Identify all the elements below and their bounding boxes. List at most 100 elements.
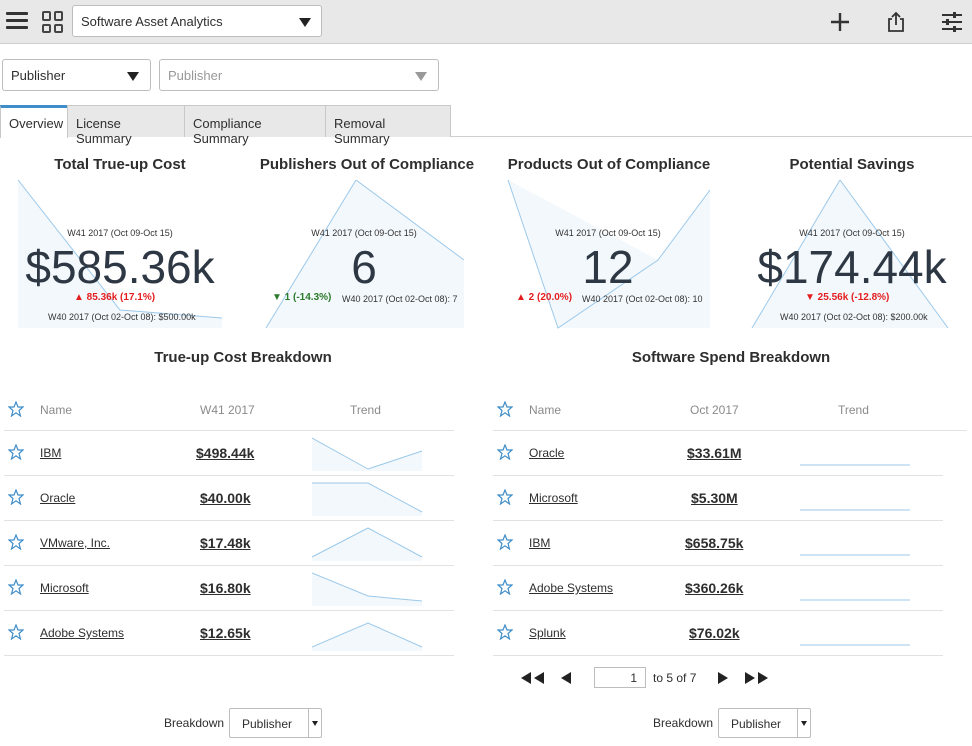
star-icon[interactable] — [497, 444, 513, 460]
breakdown-select[interactable]: Publisher — [229, 708, 322, 738]
table-row[interactable]: Oracle $40.00k — [4, 476, 454, 521]
top-toolbar: Software Asset Analytics — [0, 0, 972, 44]
kpi-previous: W40 2017 (Oct 02-Oct 08): $200.00k — [780, 312, 928, 322]
row-value-link[interactable]: $5.30M — [691, 490, 738, 506]
star-icon[interactable] — [497, 624, 513, 640]
add-icon[interactable] — [828, 10, 852, 34]
star-icon[interactable] — [8, 444, 24, 460]
star-icon[interactable] — [497, 401, 513, 417]
tab-license-summary[interactable]: License Summary — [67, 105, 185, 146]
row-value-link[interactable]: $40.00k — [200, 490, 251, 506]
trend-sparkline — [312, 527, 423, 561]
next-page-icon[interactable] — [716, 671, 730, 685]
table-row[interactable]: Oracle $33.61M — [493, 431, 943, 476]
column-header-value[interactable]: W41 2017 — [200, 403, 255, 417]
table-row[interactable]: Microsoft $16.80k — [4, 566, 454, 611]
kpi-total-trueup-cost[interactable]: Total True-up Cost W41 2017 (Oct 09-Oct … — [10, 148, 230, 330]
kpi-products-out-of-compliance[interactable]: Products Out of Compliance W41 2017 (Oct… — [498, 148, 718, 330]
trend-sparkline — [312, 622, 423, 651]
breakdown-select-value: Publisher — [731, 717, 782, 731]
row-name-link[interactable]: Microsoft — [40, 581, 89, 595]
column-header-name[interactable]: Name — [40, 403, 73, 417]
star-icon[interactable] — [497, 534, 513, 550]
row-value-link[interactable]: $76.02k — [689, 625, 740, 641]
row-value-link[interactable]: $17.48k — [200, 535, 251, 551]
dashboards-icon[interactable] — [42, 11, 64, 33]
table-row[interactable]: IBM $658.75k — [493, 521, 943, 566]
breakdown-select[interactable]: Publisher — [718, 708, 811, 738]
table-row[interactable]: Microsoft $5.30M — [493, 476, 943, 521]
trend-sparkline — [800, 599, 910, 601]
row-value-link[interactable]: $498.44k — [196, 445, 255, 461]
row-name-link[interactable]: IBM — [40, 446, 62, 460]
chevron-down-icon — [127, 72, 139, 81]
row-value-link[interactable]: $658.75k — [685, 535, 744, 551]
kpi-publishers-out-of-compliance[interactable]: Publishers Out of Compliance W41 2017 (O… — [254, 148, 474, 330]
publisher-filter-select[interactable]: Publisher — [2, 59, 151, 91]
table-row[interactable]: Adobe Systems $360.26k — [493, 566, 943, 611]
row-name-link[interactable]: VMware, Inc. — [40, 536, 111, 550]
row-name-link[interactable]: Oracle — [40, 491, 76, 505]
row-name-link[interactable]: Adobe Systems — [529, 581, 614, 595]
star-icon[interactable] — [497, 489, 513, 505]
kpi-change: ▼ 25.56k (-12.8%) — [805, 292, 890, 303]
trueup-breakdown-title: True-up Cost Breakdown — [154, 349, 332, 366]
star-icon[interactable] — [8, 534, 24, 550]
kpi-change: ▲ 85.36k (17.1%) — [74, 292, 156, 303]
table-row[interactable]: IBM $498.44k — [4, 431, 454, 476]
kpi-period: W41 2017 (Oct 09-Oct 15) — [799, 228, 905, 238]
kpi-change: ▲ 2 (20.0%) — [516, 292, 573, 303]
chevron-down-icon — [415, 72, 427, 81]
row-name-link[interactable]: Microsoft — [529, 491, 578, 505]
tab-overview[interactable]: Overview — [0, 105, 68, 138]
menu-icon[interactable] — [6, 12, 28, 30]
chevron-down-icon — [801, 721, 807, 726]
star-icon[interactable] — [8, 579, 24, 595]
table-row[interactable]: VMware, Inc. $17.48k — [4, 521, 454, 566]
kpi-previous: W40 2017 (Oct 02-Oct 08): 10 — [582, 294, 703, 304]
table-header: Name Oct 2017 Trend — [493, 393, 967, 431]
kpi-period: W41 2017 (Oct 09-Oct 15) — [67, 228, 173, 238]
page-range-text: to 5 of 7 — [653, 671, 697, 685]
star-icon[interactable] — [8, 624, 24, 640]
star-icon[interactable] — [497, 579, 513, 595]
kpi-potential-savings[interactable]: Potential Savings W41 2017 (Oct 09-Oct 1… — [742, 148, 962, 330]
filter-settings-icon[interactable] — [940, 10, 964, 34]
publisher-value-select[interactable]: Publisher — [159, 59, 439, 91]
kpi-value: $174.44k — [757, 241, 947, 293]
tab-compliance-summary[interactable]: Compliance Summary — [184, 105, 326, 146]
dashboard-select[interactable]: Software Asset Analytics — [72, 5, 322, 37]
page-number-input[interactable]: 1 — [594, 667, 646, 688]
tab-bar: Overview License Summary Compliance Summ… — [0, 105, 972, 146]
kpi-value: 6 — [351, 241, 377, 293]
row-name-link[interactable]: Adobe Systems — [40, 626, 125, 640]
table-row[interactable]: Splunk $76.02k — [493, 611, 943, 656]
first-page-icon[interactable] — [519, 671, 547, 685]
previous-page-icon[interactable] — [559, 671, 573, 685]
kpi-previous: W40 2017 (Oct 02-Oct 08): $500.00k — [48, 312, 196, 322]
column-header-trend: Trend — [350, 403, 381, 417]
column-header-name[interactable]: Name — [529, 403, 562, 417]
kpi-change: ▼ 1 (-14.3%) — [272, 292, 332, 303]
row-value-link[interactable]: $12.65k — [200, 625, 251, 641]
trend-sparkline — [312, 482, 423, 516]
row-value-link[interactable]: $33.61M — [687, 445, 742, 461]
row-name-link[interactable]: Splunk — [529, 626, 566, 640]
breakdown-label: Breakdown — [164, 716, 225, 730]
kpi-previous: W40 2017 (Oct 02-Oct 08): 7 — [342, 294, 458, 304]
row-value-link[interactable]: $16.80k — [200, 580, 251, 596]
row-name-link[interactable]: Oracle — [529, 446, 565, 460]
row-name-link[interactable]: IBM — [529, 536, 551, 550]
last-page-icon[interactable] — [743, 671, 771, 685]
row-value-link[interactable]: $360.26k — [685, 580, 744, 596]
star-icon[interactable] — [8, 489, 24, 505]
table-header: Name W41 2017 Trend — [4, 393, 454, 431]
trend-sparkline — [312, 572, 423, 606]
table-row[interactable]: Adobe Systems $12.65k — [4, 611, 454, 656]
star-icon[interactable] — [8, 401, 24, 417]
column-header-value[interactable]: Oct 2017 — [690, 403, 739, 417]
tab-removal-summary[interactable]: Removal Summary — [325, 105, 451, 146]
breakdown-label: Breakdown — [653, 716, 714, 730]
kpi-period: W41 2017 (Oct 09-Oct 15) — [555, 228, 661, 238]
share-icon[interactable] — [884, 10, 908, 34]
